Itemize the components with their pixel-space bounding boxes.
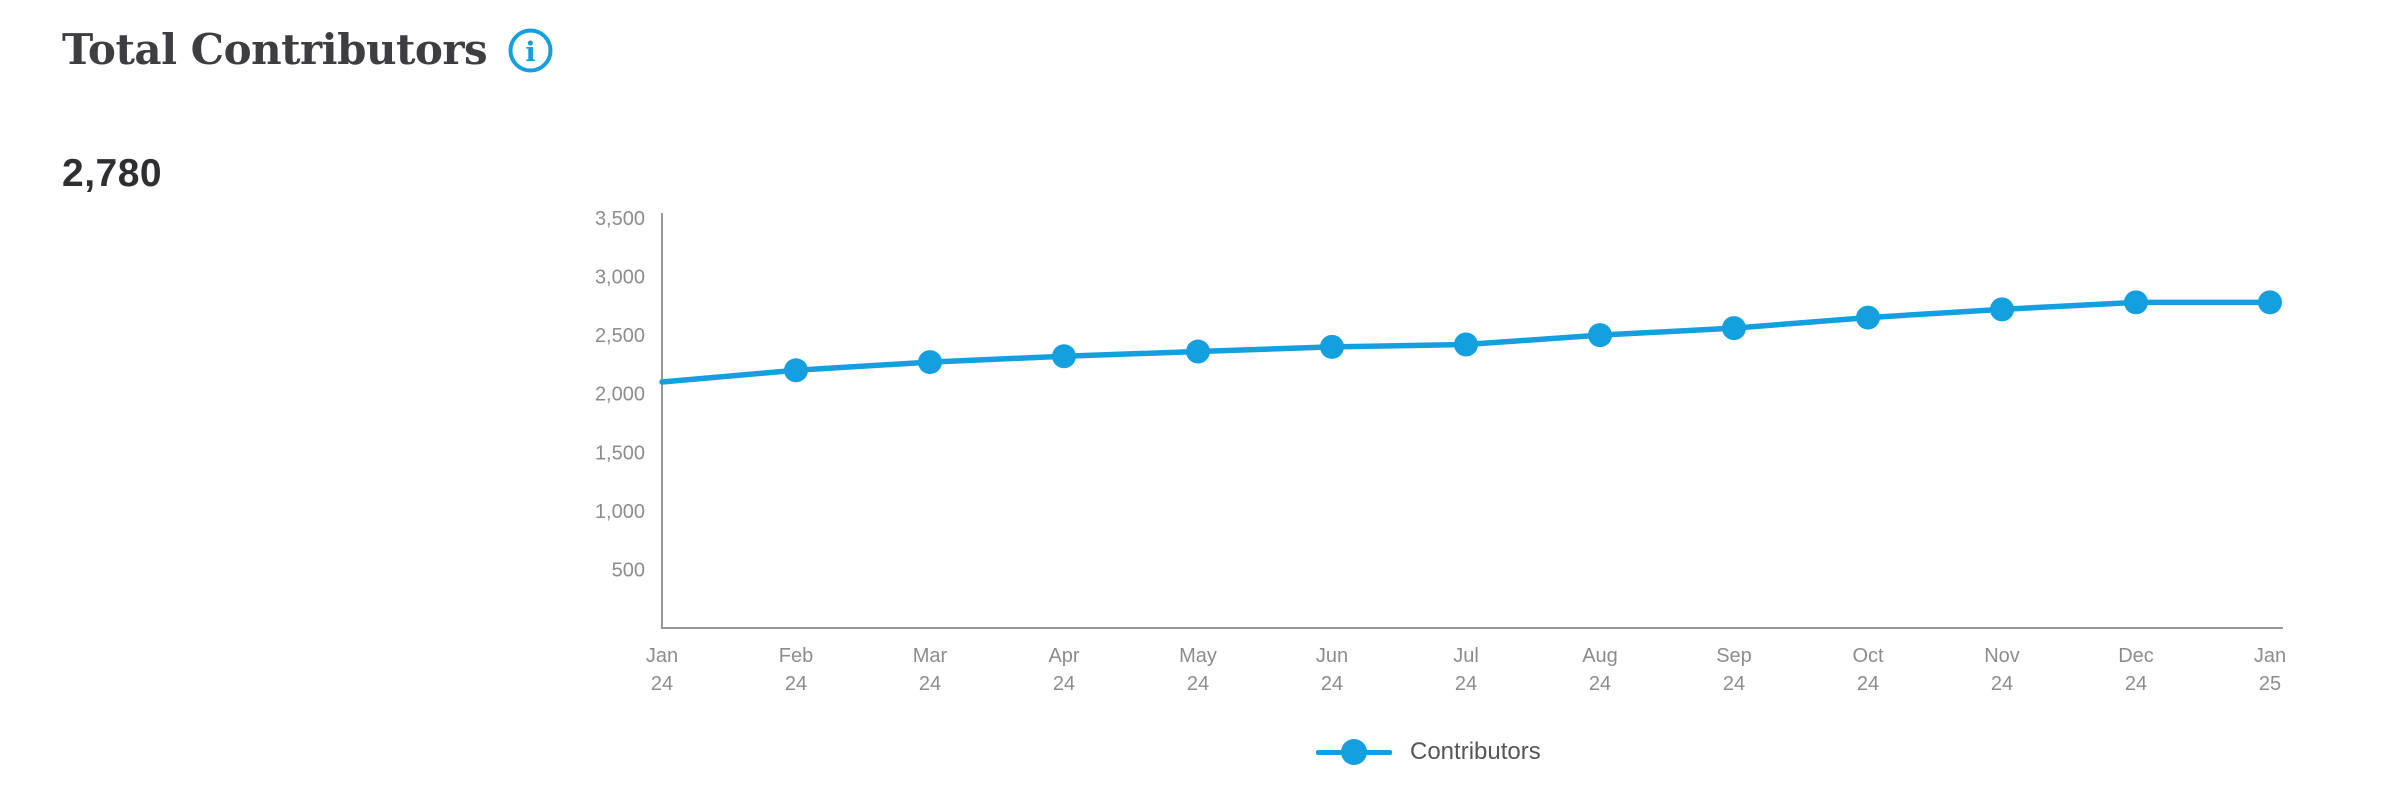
metric-value: 2,780 [62, 152, 163, 195]
data-point-marker[interactable] [784, 358, 808, 383]
contributors-line-chart[interactable]: 500 1,000 1,500 2,000 2,500 3,000 3,500 Jan 24 Fe… [540, 120, 2340, 720]
data-point-marker[interactable] [1990, 297, 2014, 322]
x-tick-month: Sep [1716, 645, 1752, 667]
page-title: Total Contributors [62, 25, 488, 74]
x-tick-year: 24 [1991, 673, 2013, 695]
y-tick-label: 1,000 [595, 501, 645, 523]
x-tick-month: Aug [1582, 645, 1618, 667]
x-tick-year: 24 [1053, 673, 1075, 695]
data-point-marker[interactable] [2124, 290, 2148, 315]
x-tick-month: May [1179, 645, 1217, 667]
x-tick-year: 24 [919, 673, 941, 695]
data-point-marker[interactable] [2258, 290, 2282, 315]
x-tick-year: 24 [1723, 673, 1745, 695]
x-tick-month: Nov [1984, 645, 2020, 667]
x-tick-month: Feb [779, 645, 813, 667]
panel-header: Total Contributors i [62, 24, 554, 77]
x-tick-year: 25 [2259, 673, 2281, 695]
x-tick-month: Jan [2254, 645, 2286, 667]
y-tick-label: 2,000 [595, 384, 645, 406]
svg-text:i: i [526, 37, 536, 68]
x-tick-year: 24 [785, 673, 807, 695]
x-tick-month: Apr [1048, 645, 1079, 667]
data-point-marker[interactable] [1454, 332, 1478, 357]
info-icon[interactable]: i [507, 27, 554, 74]
data-point-marker[interactable] [1320, 334, 1344, 359]
y-tick-label: 500 [612, 559, 645, 581]
x-tick-year: 24 [2125, 673, 2147, 695]
legend-line-dot-icon [1316, 739, 1392, 765]
y-tick-label: 1,500 [595, 442, 645, 464]
data-point-marker[interactable] [918, 350, 942, 375]
data-point-marker[interactable] [1722, 316, 1746, 341]
y-tick-label: 2,500 [595, 325, 645, 347]
data-point-marker[interactable] [1588, 323, 1612, 348]
y-tick-label: 3,000 [595, 267, 645, 289]
x-tick-month: Mar [913, 645, 948, 667]
x-tick-month: Dec [2118, 645, 2154, 667]
data-point-marker[interactable] [1186, 339, 1210, 364]
y-axis-ticks: 500 1,000 1,500 2,000 2,500 3,000 3,500 [595, 208, 645, 581]
data-point-marker[interactable] [1856, 305, 1880, 330]
chart-legend[interactable]: Contributors [1316, 738, 1541, 766]
x-tick-year: 24 [1857, 673, 1879, 695]
x-tick-year: 24 [1321, 673, 1343, 695]
legend-label: Contributors [1410, 738, 1541, 765]
x-tick-month: Jul [1453, 645, 1479, 667]
x-tick-month: Oct [1852, 645, 1884, 667]
y-tick-label: 3,500 [595, 208, 645, 230]
x-tick-year: 24 [1589, 673, 1611, 695]
x-tick-month: Jan [646, 645, 678, 667]
x-tick-year: 24 [1455, 673, 1477, 695]
x-tick-month: Jun [1316, 645, 1348, 667]
data-points[interactable] [784, 290, 2282, 383]
x-axis-ticks: Jan 24 Feb 24 Mar 24 Apr 24 May 24 Jun 24 Jul 24 Aug 24… [646, 645, 2286, 695]
data-point-marker[interactable] [1052, 344, 1076, 369]
x-tick-year: 24 [651, 673, 673, 695]
x-tick-year: 24 [1187, 673, 1209, 695]
axes [661, 213, 2283, 629]
